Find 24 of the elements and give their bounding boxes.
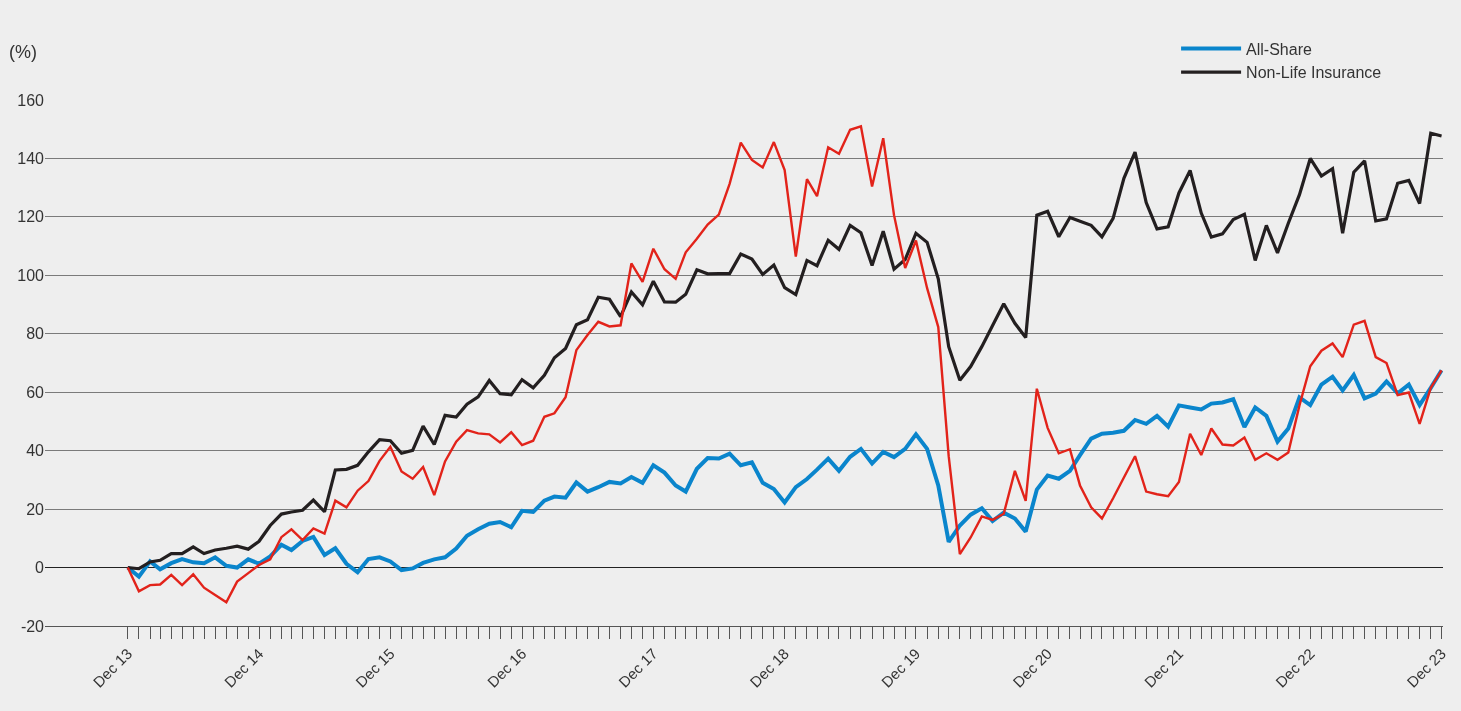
y-tick-label: 20 bbox=[26, 500, 45, 518]
legend-label: All-Share bbox=[1246, 40, 1312, 58]
y-axis-title: (%) bbox=[9, 42, 37, 62]
y-tick-label: -20 bbox=[20, 617, 45, 635]
y-tick-label: 80 bbox=[26, 325, 45, 343]
x-tick-label: Dec 21 bbox=[1140, 644, 1187, 691]
x-tick-label: Dec 18 bbox=[746, 644, 793, 691]
y-tick-label: 160 bbox=[17, 91, 45, 109]
y-tick-label: 60 bbox=[26, 383, 45, 401]
x-tick-label: Dec 15 bbox=[352, 644, 398, 691]
y-tick-label: 140 bbox=[17, 150, 45, 168]
x-tick-label: Dec 20 bbox=[1009, 644, 1056, 691]
y-tick-label: 100 bbox=[17, 266, 45, 284]
x-tick-label: Dec 13 bbox=[89, 644, 136, 691]
y-tick-label: 0 bbox=[35, 559, 45, 577]
x-tick-label: Dec 14 bbox=[220, 644, 267, 691]
y-tick-label: 40 bbox=[26, 442, 45, 460]
x-tick-label: Dec 22 bbox=[1272, 644, 1318, 691]
y-tick-label: 120 bbox=[17, 208, 45, 226]
legend-label: Non-Life Insurance bbox=[1246, 64, 1382, 82]
x-tick-label: Dec 23 bbox=[1403, 644, 1449, 691]
x-tick-label: Dec 17 bbox=[615, 644, 661, 691]
x-tick-label: Dec 16 bbox=[483, 644, 530, 691]
x-tick-label: Dec 19 bbox=[877, 644, 924, 691]
